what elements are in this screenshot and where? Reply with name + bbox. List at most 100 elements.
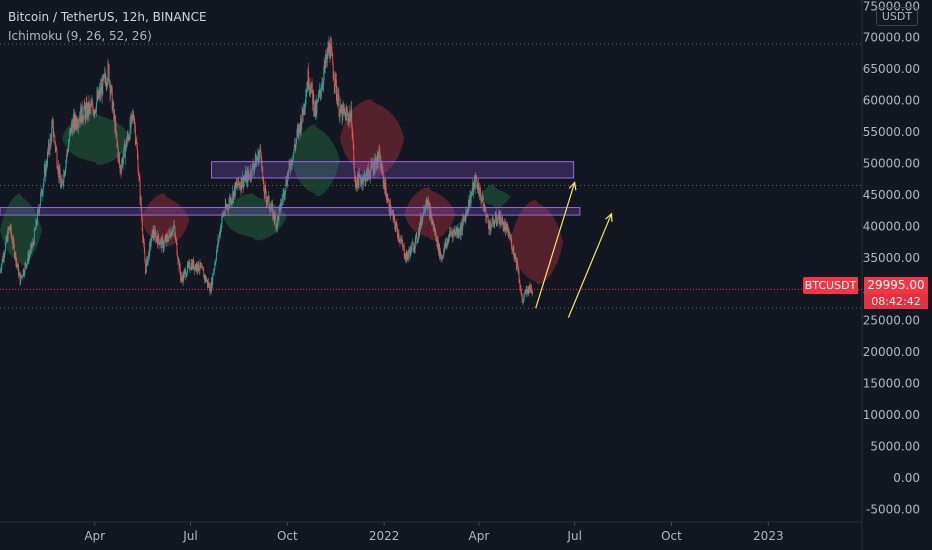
trend-arrows[interactable] [535,181,613,318]
candle [171,231,173,236]
candle-body [467,210,469,213]
candle [434,223,436,236]
candle [107,78,108,89]
candle [308,62,309,91]
candle [124,146,126,166]
candle-body [162,238,164,241]
zones[interactable] [0,161,581,216]
candle-body [36,220,37,225]
candle [295,138,297,147]
candle [202,266,204,271]
candle-body [440,251,442,258]
candle-body [370,161,372,170]
candle [309,83,311,97]
candle-body [503,226,505,231]
candle [362,176,364,191]
symbol-title[interactable]: Bitcoin / TetherUS, 12h, BINANCE [8,10,207,24]
candle-body [418,230,419,239]
candle-body [434,227,436,235]
candle [355,182,357,189]
candle [298,122,299,141]
candle [209,288,211,296]
candle [73,108,75,128]
candle-body [202,269,204,272]
candle [224,198,226,216]
candle [12,234,14,250]
candle-body [469,203,471,209]
candle-body [64,172,66,177]
candle [89,100,91,113]
candle-body [421,219,423,225]
candle [421,215,423,229]
candle [529,281,531,292]
candle [321,77,323,91]
candle-body [251,176,253,177]
candle [84,98,86,109]
candle [99,83,101,101]
candle-body [188,263,189,266]
price-tick-label: 15000.00 [863,377,920,391]
candle [144,258,146,274]
candle-body [428,201,430,205]
candle [74,111,76,130]
candle [206,276,208,283]
candle-body [186,273,188,276]
candle-body [126,141,128,148]
candle [410,245,412,252]
candle-body [412,243,414,244]
candle [503,221,505,233]
candle-body [37,211,38,224]
candle-body [120,170,122,172]
candle-body [447,238,449,245]
candle-body [4,251,6,256]
candle [42,183,44,198]
candle-body [230,197,232,204]
currency-button[interactable]: USDT [876,7,918,26]
candle-body [26,265,27,268]
candle-body [372,166,374,172]
candle [268,190,269,202]
candle [313,89,315,117]
candle-body [22,269,24,277]
candle-body [158,240,160,245]
candle [525,289,527,296]
candle [440,247,442,260]
candle-body [295,141,297,148]
candle-body [301,108,303,123]
candle [375,155,377,172]
time-axis[interactable]: Apr Jul Oct 2022 Apr Jul Oct 2023 [84,522,784,543]
candle-body [187,264,189,266]
candle [445,238,447,249]
candle-body [357,173,358,188]
candle-body [352,135,354,139]
candle [391,209,393,216]
candle-body [358,180,359,188]
candle-body [345,112,346,121]
candle-body [247,170,249,183]
candle [432,219,434,225]
candle [66,154,67,169]
candle [515,253,517,259]
candle [268,195,270,210]
candle-body [99,88,101,96]
candle [16,257,18,268]
candle-body [146,257,148,263]
candle [309,77,311,98]
candle-body [282,199,284,201]
indicator-title[interactable]: Ichimoku (9, 26, 52, 26) [8,29,152,43]
price-tick-label: 60000.00 [863,94,920,108]
candle [47,147,48,168]
candle [134,115,136,134]
candle [271,200,273,213]
candle [339,108,341,124]
candle-body [472,183,474,192]
candle-body [244,178,246,180]
candle [429,202,431,221]
candle [444,239,446,250]
candle-body [168,230,170,237]
candle-body [417,240,418,243]
candle-body [338,95,340,116]
candle-body [90,105,92,108]
candle-body [384,184,386,193]
